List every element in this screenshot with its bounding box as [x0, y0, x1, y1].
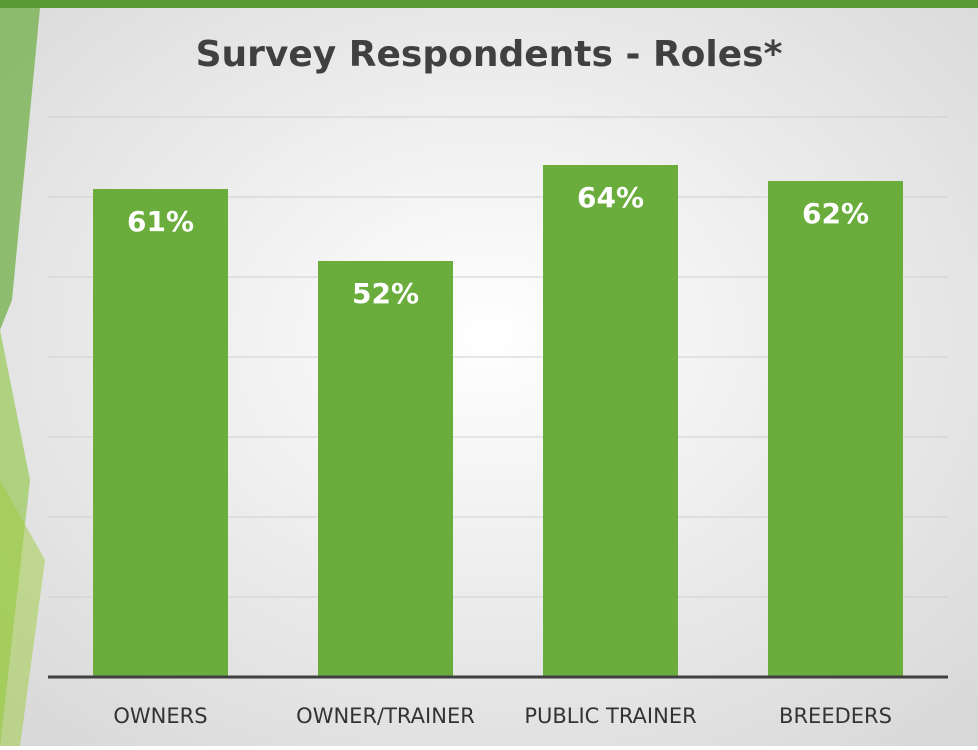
data-label: 52% [352, 277, 419, 310]
data-label: 64% [577, 181, 644, 214]
x-tick-label: PUBLIC TRAINER [524, 704, 696, 728]
side-decoration [0, 480, 45, 746]
bar [768, 181, 903, 677]
bar [93, 189, 228, 677]
data-label: 62% [802, 197, 869, 230]
x-tick-label: OWNERS [113, 704, 207, 728]
top-band [0, 0, 978, 8]
chart-title: Survey Respondents - Roles* [196, 34, 783, 75]
side-decoration [0, 8, 40, 330]
bar [318, 261, 453, 677]
x-tick-label: OWNER/TRAINER [296, 704, 475, 728]
data-label: 61% [127, 205, 194, 238]
bar [543, 165, 678, 677]
x-tick-label: BREEDERS [779, 704, 892, 728]
